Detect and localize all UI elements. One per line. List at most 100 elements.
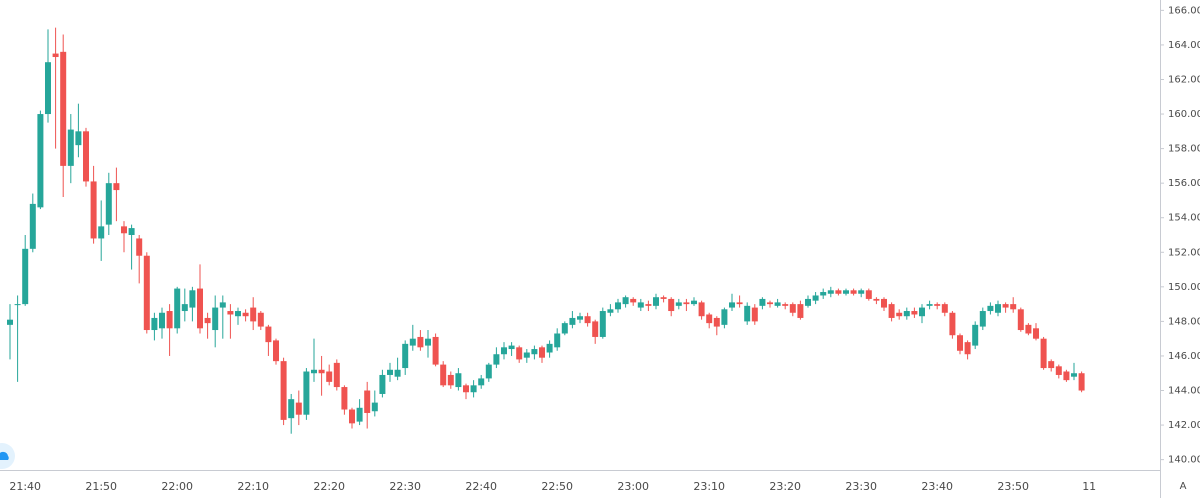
candle-body (136, 238, 143, 256)
candle-body (478, 378, 485, 386)
x-tick-label: 23:30 (845, 480, 877, 493)
candle-body (941, 304, 948, 313)
candle-body (29, 203, 36, 249)
candle-body (653, 297, 659, 306)
candle-body (166, 311, 173, 329)
candle-body (987, 305, 994, 312)
candle-body (333, 362, 340, 388)
candle-body (919, 307, 925, 317)
candle-body (1010, 304, 1017, 310)
x-tick-label: 23:00 (617, 480, 649, 493)
candle-body (463, 385, 469, 393)
candle-body (577, 316, 583, 320)
candle-body (75, 131, 82, 146)
candle-body (774, 302, 781, 306)
candle-body (113, 183, 120, 191)
candle-body (881, 298, 887, 308)
candle-body (683, 302, 690, 305)
candle-body (257, 312, 264, 327)
candle-body (865, 290, 872, 299)
candle-body (554, 333, 561, 348)
candle-body (1040, 338, 1047, 369)
candle-body (356, 407, 363, 422)
candle-body (1033, 328, 1039, 339)
candle-body (1063, 371, 1070, 381)
candle-body (827, 290, 834, 294)
candle-body (349, 409, 355, 424)
candle-body (995, 304, 1001, 313)
candle-body (318, 369, 325, 374)
candle-body (949, 312, 956, 336)
candle-body (1002, 304, 1009, 308)
candle-body (371, 402, 378, 412)
candle-body (273, 340, 279, 362)
candle-body (539, 347, 545, 358)
candle-body (607, 309, 614, 313)
y-tick-label: 164.00 (1168, 40, 1200, 51)
y-tick-label: 156.00 (1168, 178, 1200, 189)
x-tick-label: 23:50 (997, 480, 1029, 493)
candle-body (523, 352, 530, 358)
candle-body (174, 288, 181, 329)
candle-body (979, 311, 986, 327)
candle-body (151, 317, 158, 331)
candle-body (668, 298, 675, 312)
candle-body (189, 290, 196, 308)
candle-body (409, 338, 416, 346)
candle-body (812, 295, 819, 301)
candle-body (197, 288, 203, 329)
candle-body (67, 129, 74, 166)
candle-body (98, 226, 105, 239)
candle-body (516, 347, 523, 360)
candle-body (265, 326, 272, 343)
x-tick-label: 22:30 (389, 480, 421, 493)
candle-body (242, 312, 249, 317)
candle-body (964, 342, 971, 355)
x-tick-label: 22:20 (313, 480, 345, 493)
x-tick-label: 11 (1082, 480, 1096, 493)
x-tick-label: 22:50 (541, 480, 573, 493)
candle-body (1078, 373, 1085, 391)
candle-body (782, 304, 789, 306)
candle-body (744, 305, 751, 322)
candle-body (645, 304, 652, 306)
candle-body (235, 311, 241, 317)
candle-body (295, 402, 302, 415)
candle-body (873, 298, 880, 301)
candle-body (911, 311, 918, 315)
candle-body (402, 343, 409, 369)
scale-button[interactable]: A (1180, 481, 1187, 492)
candle-body (425, 338, 431, 346)
candle-body (903, 311, 910, 317)
candle-body (303, 371, 310, 415)
candle-body (546, 343, 553, 353)
candle-body (630, 298, 637, 303)
y-tick-label: 148.00 (1168, 316, 1200, 327)
candle-body (14, 304, 21, 306)
candle-body (759, 298, 766, 306)
x-tick-label: 22:40 (465, 480, 497, 493)
candle-body (485, 364, 492, 379)
candle-body (926, 304, 933, 306)
candle-body (706, 314, 713, 324)
candle-body (789, 304, 796, 313)
candle-body (675, 302, 682, 306)
candle-body (143, 255, 150, 331)
candle-body (972, 324, 979, 346)
candle-body (227, 311, 234, 315)
y-tick-label: 160.00 (1168, 109, 1200, 120)
candle-body (531, 349, 538, 355)
candle-body (691, 300, 697, 305)
candle-body (219, 302, 226, 308)
y-tick-label: 154.00 (1168, 213, 1200, 224)
icon-shape (0, 451, 9, 460)
candle-body (121, 226, 127, 234)
cloud-icon[interactable] (0, 443, 15, 469)
candle-body (805, 298, 811, 306)
y-tick-label: 146.00 (1168, 351, 1200, 362)
candle-body (83, 131, 89, 182)
candle-body (569, 317, 576, 325)
candle-body (767, 302, 773, 305)
y-tick-label: 162.00 (1168, 74, 1200, 85)
